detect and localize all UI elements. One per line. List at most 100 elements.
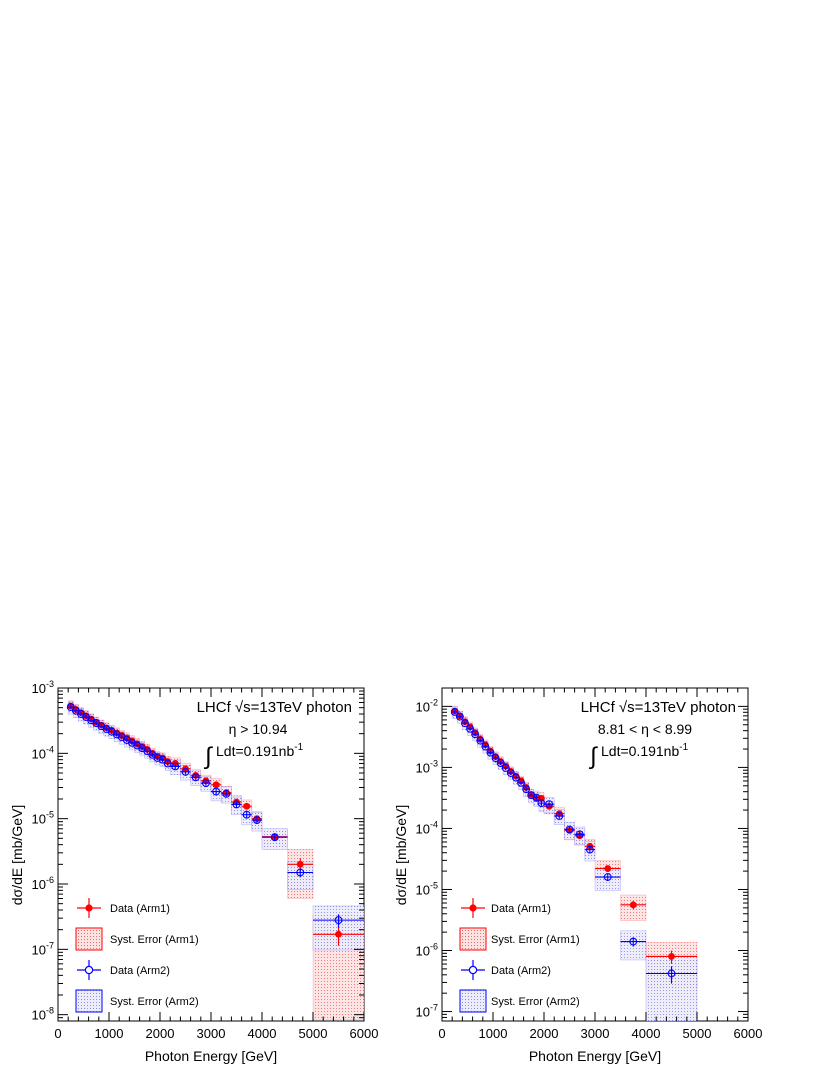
data-point-arm2 bbox=[496, 759, 505, 767]
marker-open bbox=[181, 767, 190, 776]
marker-open bbox=[232, 800, 241, 809]
legend-label-data-arm1: Data (Arm1) bbox=[491, 903, 551, 915]
data-point-arm2 bbox=[251, 816, 262, 825]
legend: Data (Arm1) Syst. Error (Arm1) Data (Arm… bbox=[459, 898, 580, 1013]
marker-open bbox=[496, 759, 505, 767]
marker-open bbox=[242, 810, 251, 819]
data-point-arm2 bbox=[476, 736, 485, 745]
data-point-arm2 bbox=[554, 812, 565, 820]
data-point-arm2 bbox=[231, 800, 242, 809]
marker-open bbox=[511, 773, 520, 782]
marker-filled bbox=[668, 953, 675, 960]
legend-label-data-arm2: Data (Arm2) bbox=[110, 965, 170, 977]
marker-filled bbox=[604, 865, 612, 872]
data-point-arm1 bbox=[646, 950, 697, 964]
marker-open bbox=[153, 753, 162, 762]
axes: 0 1000 2000 3000 4000 5000 6000 10-8 10-7 10-6 10-… bbox=[32, 679, 379, 1041]
marker-open bbox=[555, 812, 564, 820]
marker-open bbox=[522, 785, 531, 794]
y-tick-label: 10-3 bbox=[416, 758, 438, 775]
data-points bbox=[66, 702, 364, 946]
data-point-arm1 bbox=[211, 781, 222, 789]
luminosity-label: Ldt=0.191nb-1 bbox=[216, 742, 304, 759]
legend-arm1-marker bbox=[85, 904, 93, 912]
legend-arm2-syst-box bbox=[75, 989, 103, 1013]
legend-label-syst-arm2: Syst. Error (Arm2) bbox=[491, 996, 580, 1008]
y-tick-label: 10-5 bbox=[416, 880, 438, 897]
data-point-arm2 bbox=[481, 742, 490, 751]
data-point-arm1 bbox=[313, 926, 364, 946]
data-point-arm2 bbox=[646, 966, 697, 984]
legend-label-data-arm1: Data (Arm1) bbox=[110, 903, 170, 915]
marker-open bbox=[603, 873, 612, 881]
marker-open bbox=[455, 712, 464, 721]
marker-open bbox=[486, 748, 495, 757]
legend-arm2-marker bbox=[84, 965, 94, 975]
marker-open bbox=[585, 845, 594, 854]
legend-label-data-arm2: Data (Arm2) bbox=[491, 965, 551, 977]
data-point-arm2 bbox=[455, 712, 464, 721]
x-tick-label: 0 bbox=[438, 1026, 445, 1041]
data-point-arm2 bbox=[450, 708, 459, 716]
legend-arm1-marker bbox=[469, 904, 477, 912]
data-point-arm2 bbox=[501, 763, 510, 772]
data-point-arm2 bbox=[262, 833, 288, 842]
data-point-arm2 bbox=[466, 724, 474, 733]
marker-filled bbox=[335, 930, 342, 938]
y-tick-label: 10-3 bbox=[32, 679, 54, 696]
y-tick-label: 10-8 bbox=[32, 1006, 54, 1023]
experiment-title: LHCf √s=13TeV photon bbox=[197, 699, 352, 716]
y-tick-label: 10-4 bbox=[32, 744, 54, 761]
data-point-arm2 bbox=[287, 868, 313, 878]
data-point-arm2 bbox=[163, 759, 172, 768]
data-point-arm1 bbox=[287, 858, 313, 873]
left-panel: 0 1000 2000 3000 4000 5000 6000 10-8 10-7 10-6 10-… bbox=[9, 679, 378, 1064]
marker-open bbox=[667, 969, 676, 978]
marker-open bbox=[143, 747, 152, 756]
data-point-arm2 bbox=[532, 793, 541, 802]
x-tick-label: 5000 bbox=[683, 1026, 712, 1041]
marker-open bbox=[461, 719, 469, 728]
x-tick-label: 6000 bbox=[350, 1026, 379, 1041]
syst-box-arm2 bbox=[645, 956, 698, 1022]
data-point-arm2 bbox=[511, 773, 520, 782]
marker-open bbox=[629, 937, 638, 946]
data-point-arm2 bbox=[313, 914, 364, 928]
marker-open bbox=[222, 789, 231, 798]
data-point-arm2 bbox=[221, 789, 232, 798]
x-tick-label: 0 bbox=[54, 1026, 61, 1041]
marker-filled bbox=[243, 802, 251, 810]
marker-open bbox=[252, 816, 261, 825]
marker-open bbox=[545, 800, 554, 809]
data-point-arm2 bbox=[241, 810, 252, 819]
data-point-arm2 bbox=[595, 873, 621, 882]
marker-open bbox=[506, 769, 515, 777]
x-tick-label: 5000 bbox=[299, 1026, 328, 1041]
marker-open bbox=[471, 730, 480, 739]
experiment-title: LHCf √s=13TeV photon bbox=[581, 699, 736, 716]
data-point-arm2 bbox=[491, 754, 500, 763]
data-points bbox=[450, 707, 697, 984]
y-tick-label: 10-4 bbox=[416, 819, 438, 836]
data-point-arm2 bbox=[584, 845, 595, 854]
y-axis-label: dσ/dE [mb/GeV] bbox=[9, 805, 25, 905]
data-point-arm2 bbox=[574, 830, 585, 839]
marker-open bbox=[476, 736, 485, 745]
marker-open bbox=[191, 773, 200, 782]
x-tick-label: 4000 bbox=[632, 1026, 661, 1041]
x-tick-label: 2000 bbox=[530, 1026, 559, 1041]
marker-open bbox=[171, 762, 180, 771]
data-point-arm2 bbox=[211, 787, 222, 796]
data-point-arm2 bbox=[506, 769, 515, 777]
marker-filled bbox=[212, 781, 220, 789]
data-point-arm1 bbox=[620, 900, 646, 910]
legend-label-syst-arm1: Syst. Error (Arm1) bbox=[491, 934, 580, 946]
legend-arm2-syst-box bbox=[459, 989, 487, 1013]
x-axis-label: Photon Energy [GeV] bbox=[529, 1048, 661, 1064]
marker-open bbox=[466, 724, 474, 733]
data-point-arm2 bbox=[486, 748, 495, 757]
eta-range-label: η > 10.94 bbox=[229, 721, 288, 737]
y-tick-label: 10-7 bbox=[416, 1003, 438, 1020]
integral-sign: ∫ bbox=[203, 743, 213, 770]
marker-open bbox=[575, 830, 584, 839]
